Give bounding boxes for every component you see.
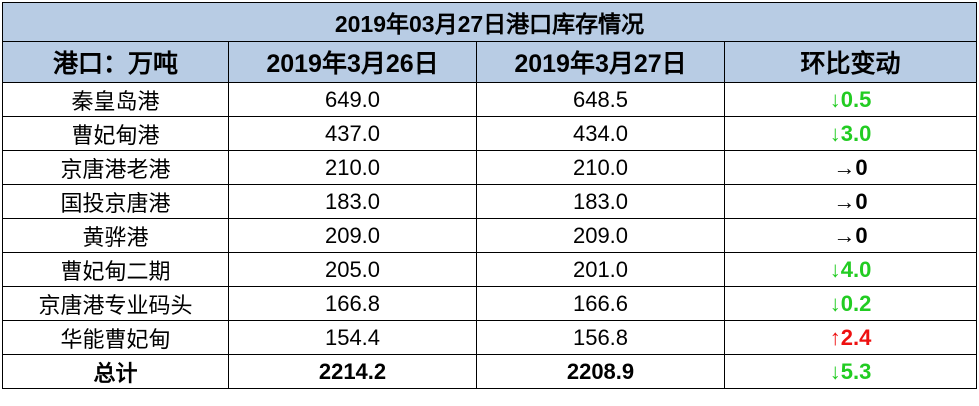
table-cell: 183.0: [476, 184, 725, 219]
table-cell: 京唐港专业码头: [2, 286, 229, 321]
column-header: 港口：万吨: [2, 41, 229, 83]
table-cell: 国投京唐港: [2, 184, 229, 219]
table-cell: 183.0: [228, 184, 477, 219]
change-cell: →0: [723, 184, 978, 219]
table-cell: 2208.9: [476, 354, 725, 389]
stock-table: 2019年03月27日港口库存情况 港口：万吨 2019年3月26日 2019年3月…: [1, 2, 978, 389]
table-cell: 秦皇岛港: [2, 82, 229, 117]
change-cell: ↓0.2: [723, 286, 978, 321]
header-row: 港口：万吨 2019年3月26日 2019年3月27日 环比变动: [2, 41, 978, 83]
change-cell: ↓5.3: [723, 354, 978, 389]
table-row: 总计 2214.2 2208.9 ↓5.3: [2, 354, 978, 389]
table-cell: 154.4: [228, 320, 477, 355]
table-row: 黄骅港 209.0 209.0 →0: [2, 218, 978, 253]
table-title: 2019年03月27日港口库存情况: [1, 2, 978, 42]
table-row: 秦皇岛港 649.0 648.5 ↓0.5: [2, 82, 978, 117]
table-cell: 210.0: [476, 150, 725, 185]
column-header: 2019年3月27日: [476, 41, 725, 83]
table-cell: 648.5: [476, 82, 725, 117]
table-cell: 649.0: [228, 82, 477, 117]
change-cell: →0: [723, 218, 978, 253]
table-cell: 华能曹妃甸: [2, 320, 229, 355]
table-cell: 166.6: [476, 286, 725, 321]
table-cell: 曹妃甸二期: [2, 252, 229, 287]
change-cell: ↓4.0: [723, 252, 978, 287]
table-row: 京唐港老港 210.0 210.0 →0: [2, 150, 978, 185]
table-cell: 2214.2: [228, 354, 477, 389]
column-header: 2019年3月26日: [228, 41, 477, 83]
table-cell: 黄骅港: [2, 218, 229, 253]
table-cell: 曹妃甸港: [2, 116, 229, 151]
table-cell: 京唐港老港: [2, 150, 229, 185]
table-body: 秦皇岛港 649.0 648.5 ↓0.5 曹妃甸港 437.0 434.0 ↓3.0 京唐港老…: [2, 82, 978, 389]
table-cell: 总计: [2, 354, 229, 389]
table-cell: 437.0: [228, 116, 477, 151]
table-cell: 434.0: [476, 116, 725, 151]
change-cell: ↓0.5: [723, 82, 978, 117]
table-cell: 205.0: [228, 252, 477, 287]
table-cell: 210.0: [228, 150, 477, 185]
change-cell: ↓3.0: [723, 116, 978, 151]
table-row: 曹妃甸二期 205.0 201.0 ↓4.0: [2, 252, 978, 287]
table-cell: 209.0: [228, 218, 477, 253]
table-cell: 201.0: [476, 252, 725, 287]
table-head: 2019年03月27日港口库存情况 港口：万吨 2019年3月26日 2019年3月…: [1, 2, 978, 83]
change-cell: →0: [723, 150, 978, 185]
table-row: 曹妃甸港 437.0 434.0 ↓3.0: [2, 116, 978, 151]
table-row: 国投京唐港 183.0 183.0 →0: [2, 184, 978, 219]
title-row: 2019年03月27日港口库存情况: [1, 2, 978, 42]
table-row: 京唐港专业码头 166.8 166.6 ↓0.2: [2, 286, 978, 321]
table-cell: 209.0: [476, 218, 725, 253]
table-row: 华能曹妃甸 154.4 156.8 ↑2.4: [2, 320, 978, 355]
change-cell: ↑2.4: [723, 320, 978, 355]
table-cell: 166.8: [228, 286, 477, 321]
table-cell: 156.8: [476, 320, 725, 355]
column-header: 环比变动: [723, 41, 978, 83]
